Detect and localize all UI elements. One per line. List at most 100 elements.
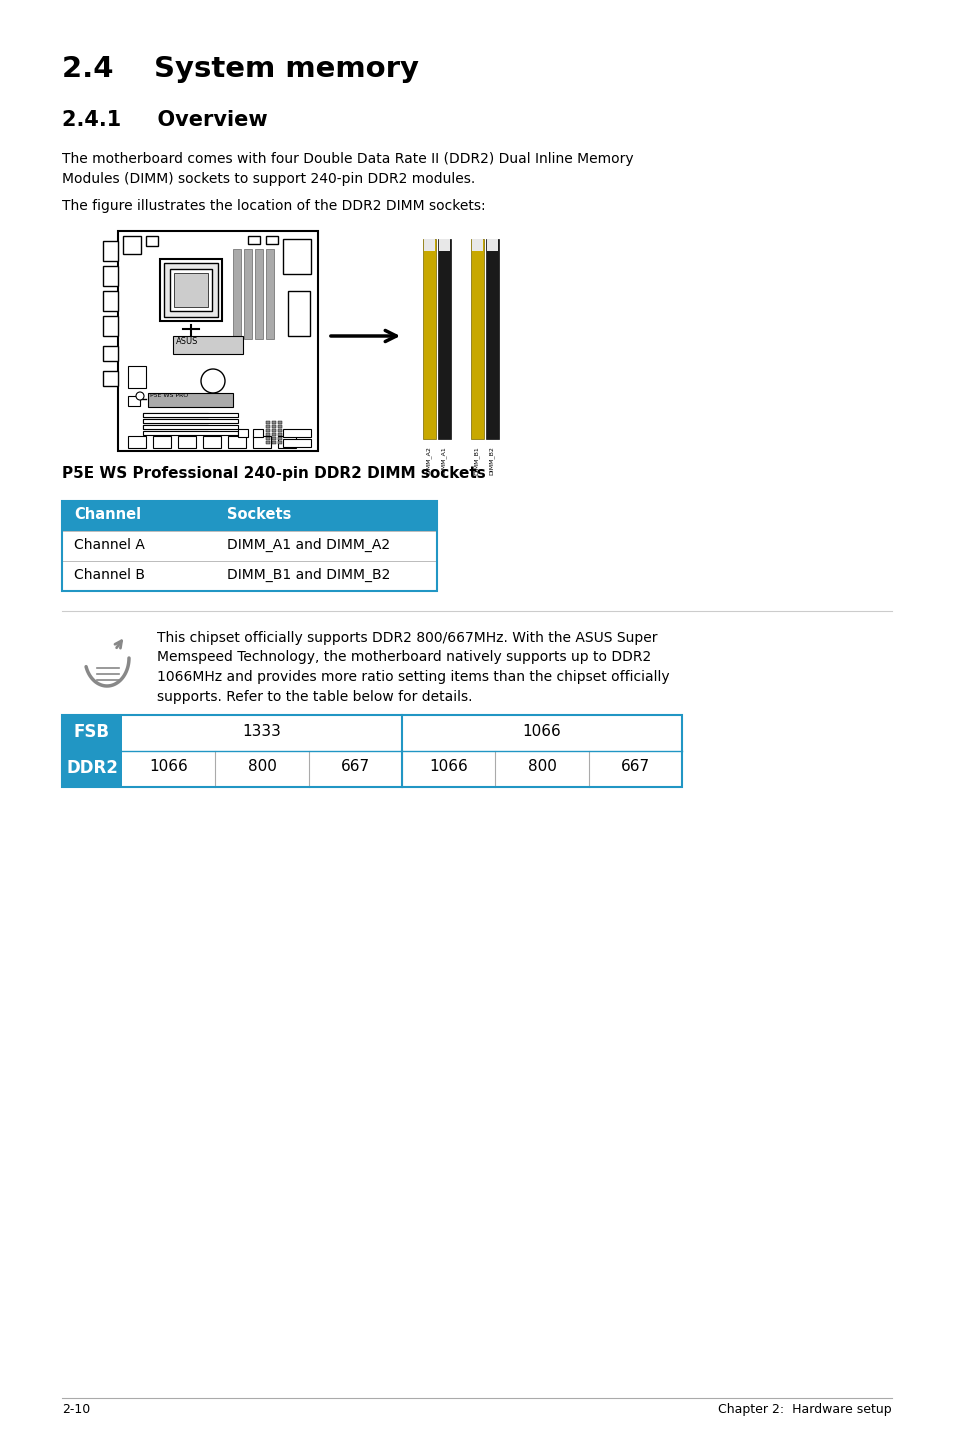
Bar [438, 239, 450, 252]
Bar [143, 413, 237, 417]
Bar [266, 426, 270, 429]
Bar [103, 266, 118, 286]
Bar [272, 437, 275, 440]
Bar [237, 429, 248, 437]
Bar [486, 239, 497, 252]
Text: 667: 667 [340, 759, 370, 774]
Bar [128, 367, 146, 388]
Bar [283, 429, 311, 437]
Bar [143, 426, 237, 429]
Text: Channel A: Channel A [74, 538, 145, 552]
Bar [248, 236, 260, 244]
Bar [103, 290, 118, 311]
Bar [128, 395, 140, 406]
Bar [146, 236, 158, 246]
Bar [266, 437, 270, 440]
Text: 1066: 1066 [149, 759, 188, 774]
Bar [62, 531, 436, 561]
Bar [128, 436, 146, 449]
Bar [253, 429, 263, 437]
Bar [62, 751, 681, 787]
Bar [62, 500, 436, 591]
Bar [254, 249, 263, 339]
Text: DIMM_A1 and DIMM_A2: DIMM_A1 and DIMM_A2 [227, 538, 390, 552]
Text: DIMM_B2: DIMM_B2 [489, 446, 495, 475]
Bar [143, 431, 237, 436]
Text: DIMM_B1 and DIMM_B2: DIMM_B1 and DIMM_B2 [227, 568, 390, 582]
Bar [277, 421, 282, 424]
Bar [62, 715, 681, 787]
Text: 2.4.1     Overview: 2.4.1 Overview [62, 109, 268, 129]
Text: 2.4    System memory: 2.4 System memory [62, 55, 418, 83]
Text: DIMM_A2: DIMM_A2 [426, 446, 432, 475]
Text: P5E WS Professional 240-pin DDR2 DIMM sockets: P5E WS Professional 240-pin DDR2 DIMM so… [62, 466, 485, 480]
Bar [422, 239, 436, 439]
Bar [272, 433, 275, 436]
Bar [277, 437, 282, 440]
Bar [164, 263, 218, 316]
Bar [423, 239, 435, 252]
Bar [266, 236, 277, 244]
Bar [253, 436, 271, 449]
Bar [103, 371, 118, 385]
Text: 2-10: 2-10 [62, 1403, 91, 1416]
Bar [160, 259, 222, 321]
Bar [143, 418, 237, 423]
Bar [170, 269, 212, 311]
Circle shape [201, 370, 225, 393]
Bar [283, 239, 311, 275]
Bar [123, 236, 141, 255]
Bar [272, 429, 275, 431]
Bar [272, 421, 275, 424]
Bar [472, 239, 482, 252]
Bar [103, 347, 118, 361]
Text: 800: 800 [527, 759, 556, 774]
Bar [143, 413, 208, 417]
Bar [277, 426, 282, 429]
Bar [283, 439, 311, 447]
Bar [277, 441, 282, 444]
Text: DIMM_B1: DIMM_B1 [474, 446, 479, 475]
Bar [437, 239, 451, 439]
Bar [178, 436, 195, 449]
Bar [277, 433, 282, 436]
Bar [62, 715, 122, 751]
Text: Sockets: Sockets [227, 508, 291, 522]
Text: P5E WS PRO: P5E WS PRO [150, 393, 188, 398]
Bar [62, 500, 436, 531]
Bar [272, 441, 275, 444]
Bar [266, 441, 270, 444]
Text: 667: 667 [620, 759, 649, 774]
Bar [233, 249, 241, 339]
Text: 1066: 1066 [522, 723, 560, 739]
Bar [266, 433, 270, 436]
Bar [244, 249, 252, 339]
Bar [471, 239, 483, 439]
Bar [143, 418, 208, 423]
Bar [152, 436, 171, 449]
Bar [118, 232, 317, 452]
Text: The figure illustrates the location of the DDR2 DIMM sockets:: The figure illustrates the location of t… [62, 198, 485, 213]
Text: This chipset officially supports DDR2 800/667MHz. With the ASUS Super
Memspeed T: This chipset officially supports DDR2 80… [157, 631, 669, 703]
Bar [173, 273, 208, 306]
Text: 800: 800 [247, 759, 276, 774]
Bar [485, 239, 498, 439]
Circle shape [136, 393, 144, 400]
Bar [62, 561, 436, 591]
Bar [277, 429, 282, 431]
Bar [266, 249, 274, 339]
Text: Channel B: Channel B [74, 568, 145, 582]
Bar [103, 316, 118, 336]
Text: DDR2: DDR2 [66, 759, 118, 777]
Bar [228, 436, 246, 449]
Bar [103, 242, 118, 262]
Bar [148, 393, 233, 407]
Bar [62, 751, 122, 787]
Text: ASUS: ASUS [175, 336, 198, 347]
Bar [266, 421, 270, 424]
Bar [143, 426, 208, 429]
Text: Chapter 2:  Hardware setup: Chapter 2: Hardware setup [718, 1403, 891, 1416]
Bar [266, 429, 270, 431]
Bar [122, 715, 681, 751]
Bar [288, 290, 310, 336]
